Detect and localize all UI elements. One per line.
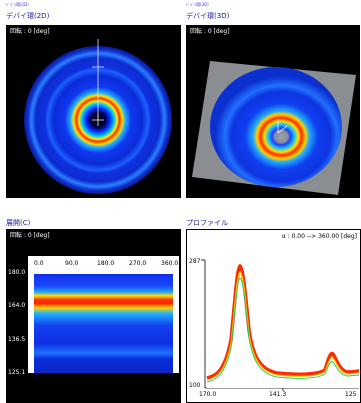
alpha-range-readout: α : 0.00 --> 360.00 [deg] — [281, 233, 357, 240]
x-tick: 141.3 — [269, 391, 287, 398]
x-tick: 360.0 — [161, 260, 179, 267]
debye-2d-title: デバイ環(2D) — [6, 12, 50, 20]
y-tick: 287 — [189, 258, 201, 265]
x-tick: 270.0 — [129, 260, 147, 267]
debye-3d-title: デバイ環(3D) — [186, 12, 230, 20]
debye-2d-panel[interactable]: 回転 : 0 [deg] — [6, 25, 181, 198]
profile-title: プロファイル — [186, 219, 228, 227]
y-tick: 164.0 — [8, 302, 26, 309]
expansion-panel[interactable]: 回転 : 0 [deg] 0.0 90.0 180.0 270.0 360.0 … — [6, 229, 181, 403]
debye-3d-image — [192, 61, 356, 195]
y-tick: 100 — [189, 382, 201, 389]
y-tick: 125.1 — [8, 369, 26, 376]
rotation-readout: 回転 : 0 [deg] — [190, 28, 230, 35]
x-tick: 180.0 — [97, 260, 115, 267]
x-tick: 0.0 — [34, 260, 44, 267]
debye-2d-image — [24, 39, 172, 194]
rotation-readout: 回転 : 0 [deg] — [10, 28, 50, 35]
profile-panel[interactable]: α : 0.00 --> 360.00 [deg] 287 100 170.0 … — [186, 229, 361, 403]
expansion-plot-area — [28, 256, 179, 373]
x-tick: 90.0 — [65, 260, 79, 267]
profile-series-low — [206, 277, 360, 383]
x-tick: 170.0 — [199, 391, 217, 398]
profile-series-high — [206, 263, 360, 380]
expansion-title: 展開(C) — [6, 219, 31, 227]
debye-3d-panel[interactable]: 回転 : 0 [deg] — [186, 25, 360, 198]
top-right-tiny-label: ﾃﾞﾊﾞｲ環(3D) — [186, 2, 209, 7]
top-left-tiny-label: ﾃﾞﾊﾞｲ環(2D) — [6, 2, 29, 7]
profile-chart — [201, 259, 360, 391]
y-tick: 180.0 — [8, 269, 26, 276]
profile-series-mid — [206, 271, 360, 381]
x-tick: 125 — [345, 391, 357, 398]
rotation-readout: 回転 : 0 [deg] — [10, 232, 50, 239]
unrolled-intensity-map — [34, 274, 173, 373]
debye-ring-3d — [210, 67, 342, 187]
y-tick: 136.5 — [8, 336, 26, 343]
